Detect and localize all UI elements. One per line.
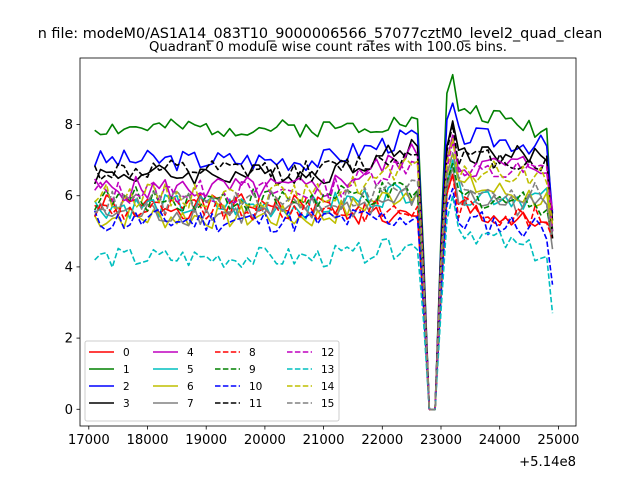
x-tick-label: 19000: [185, 433, 227, 448]
x-tick-label: 22000: [361, 433, 403, 448]
y-axis: 0 2 4 6 8: [65, 118, 80, 418]
x-tick-label: 18000: [127, 433, 169, 448]
x-tick-label: 23000: [420, 433, 462, 448]
series-line-10: [93, 187, 554, 411]
legend-label-3: 3: [123, 398, 130, 410]
x-axis: 17000 18000 19000 20000 21000 22000 23000 24000…: [68, 426, 579, 448]
legend-label-0: 0: [123, 347, 130, 359]
legend-box: [84, 340, 340, 422]
legend-label-7: 7: [187, 398, 194, 410]
x-offset-label: +5.14e8: [519, 455, 576, 470]
legend-label-15: 15: [321, 398, 334, 410]
series-line-5: [94, 159, 554, 411]
chart-suptitle: n file: modeM0/AS1A14_083T10_9000006566_…: [38, 26, 603, 42]
y-tick-label: 6: [65, 189, 73, 204]
y-tick-label: 0: [65, 403, 73, 418]
series-line-6: [93, 152, 554, 411]
plot-area: [93, 73, 554, 411]
x-tick-label: 21000: [303, 433, 345, 448]
series-line-12: [94, 141, 554, 411]
x-tick-label: 25000: [537, 433, 579, 448]
series-line-8: [93, 173, 554, 411]
legend-label-12: 12: [321, 347, 334, 359]
y-tick-label: 2: [65, 332, 73, 347]
x-tick-label: 20000: [244, 433, 286, 448]
legend-label-1: 1: [123, 364, 130, 376]
legend-label-6: 6: [187, 381, 194, 393]
series-line-14: [94, 138, 554, 411]
legend-label-10: 10: [249, 381, 262, 393]
legend-label-5: 5: [187, 364, 194, 376]
x-tick-label: 17000: [68, 433, 110, 448]
legend-label-14: 14: [321, 381, 335, 393]
series-line-13: [94, 194, 554, 411]
x-tick-label: 24000: [479, 433, 521, 448]
series-line-2: [93, 102, 554, 411]
chart-title: Quadrant 0 module wise count rates with …: [149, 40, 507, 55]
y-tick-label: 8: [65, 118, 73, 133]
legend-label-8: 8: [249, 347, 256, 359]
plot-frame: [79, 57, 577, 427]
legend-label-4: 4: [187, 347, 194, 359]
legend-label-9: 9: [249, 364, 256, 376]
legend-label-13: 13: [321, 364, 334, 376]
y-tick-label: 4: [65, 260, 73, 275]
legend-label-11: 11: [249, 398, 262, 410]
series-line-11: [93, 123, 554, 411]
series-line-1: [94, 73, 554, 411]
legend-label-2: 2: [123, 381, 130, 393]
